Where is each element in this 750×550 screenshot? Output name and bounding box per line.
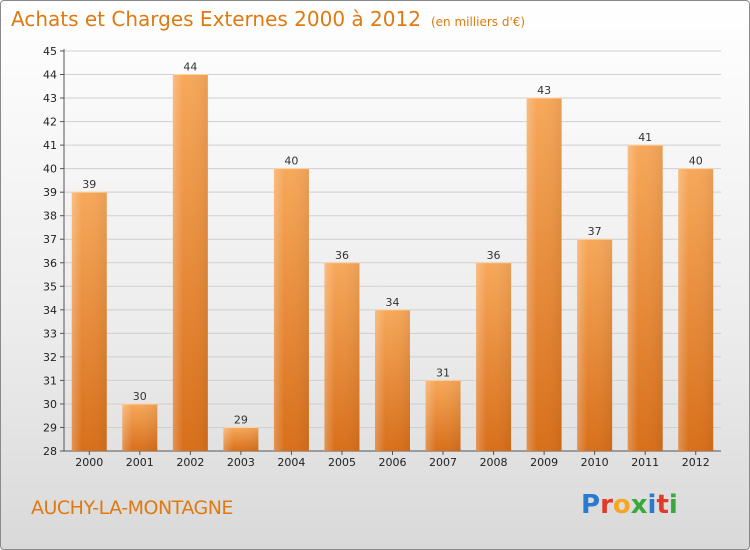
y-tick-label: 39 (43, 186, 57, 199)
y-tick-label: 28 (43, 445, 57, 458)
value-label: 36 (487, 249, 501, 262)
logo-letter: x (630, 490, 648, 520)
logo-letter: r (600, 490, 613, 520)
bar-shine (678, 168, 714, 451)
x-tick-label: 2010 (581, 456, 609, 469)
y-tick-label: 33 (43, 327, 57, 340)
x-tick-label: 2003 (227, 456, 255, 469)
value-label: 36 (335, 249, 349, 262)
y-tick-label: 38 (43, 210, 57, 223)
bar-shine (324, 262, 360, 451)
title-main: Achats et Charges Externes 2000 à 2012 (11, 7, 421, 31)
x-tick-label: 2009 (530, 456, 558, 469)
value-label: 31 (436, 366, 450, 379)
bar-shine (122, 403, 158, 451)
y-tick-label: 45 (43, 45, 57, 58)
x-tick-label: 2012 (682, 456, 710, 469)
y-tick-label: 43 (43, 92, 57, 105)
y-tick-label: 40 (43, 163, 57, 176)
x-tick-label: 2000 (75, 456, 103, 469)
y-tick-label: 34 (43, 304, 57, 317)
x-tick-label: 2001 (126, 456, 154, 469)
bar-shine (172, 74, 208, 451)
y-tick-label: 31 (43, 374, 57, 387)
bar-shine (577, 239, 613, 451)
proxiti-logo: Proxiti (581, 490, 678, 520)
commune-name: AUCHY-LA-MONTAGNE (31, 497, 233, 519)
value-label: 43 (537, 84, 551, 97)
x-tick-label: 2006 (379, 456, 407, 469)
value-label: 34 (386, 296, 400, 309)
bar-shine (71, 192, 107, 452)
bar-shine (526, 98, 562, 451)
bar-shine (375, 309, 410, 451)
logo-letter: P (581, 490, 601, 520)
y-tick-label: 29 (43, 421, 57, 434)
value-label: 30 (133, 390, 147, 403)
y-tick-label: 41 (43, 139, 57, 152)
x-tick-label: 2007 (429, 456, 457, 469)
bars (71, 74, 714, 452)
x-tick-label: 2011 (631, 456, 659, 469)
y-tick-label: 44 (43, 69, 57, 82)
y-tick-label: 42 (43, 116, 57, 129)
logo-letter: o (612, 490, 631, 520)
logo-letter: t (656, 490, 669, 520)
x-tick-label: 2002 (176, 456, 204, 469)
value-label: 44 (183, 61, 197, 74)
value-label: 37 (588, 225, 602, 238)
bar-shine (273, 168, 309, 451)
value-label: 29 (234, 413, 248, 426)
bar-shine (223, 427, 259, 451)
value-label: 40 (284, 155, 298, 168)
value-label: 39 (82, 178, 96, 191)
y-tick-label: 35 (43, 280, 57, 293)
value-labels: 39 30 44 29 40 36 34 31 36 43 37 41 40 (82, 61, 702, 427)
bar-shine (627, 145, 663, 451)
x-tick-label: 2004 (277, 456, 305, 469)
value-label: 40 (689, 155, 703, 168)
y-tick-label: 30 (43, 398, 57, 411)
value-label: 41 (638, 131, 652, 144)
x-tick-label: 2008 (480, 456, 508, 469)
y-tick-label: 36 (43, 257, 57, 270)
chart-title: Achats et Charges Externes 2000 à 2012 (e… (11, 7, 525, 31)
x-tick-label: 2005 (328, 456, 356, 469)
logo-letter: i (668, 490, 678, 520)
title-unit: (en milliers d'€) (430, 15, 526, 29)
y-tick-label: 32 (43, 351, 57, 364)
logo-letter: i (647, 490, 657, 520)
bar-shine (425, 380, 461, 451)
bar-shine (476, 262, 512, 451)
y-tick-label: 37 (43, 233, 57, 246)
